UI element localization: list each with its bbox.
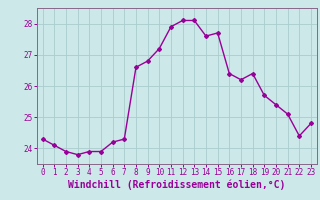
X-axis label: Windchill (Refroidissement éolien,°C): Windchill (Refroidissement éolien,°C) [68, 180, 285, 190]
